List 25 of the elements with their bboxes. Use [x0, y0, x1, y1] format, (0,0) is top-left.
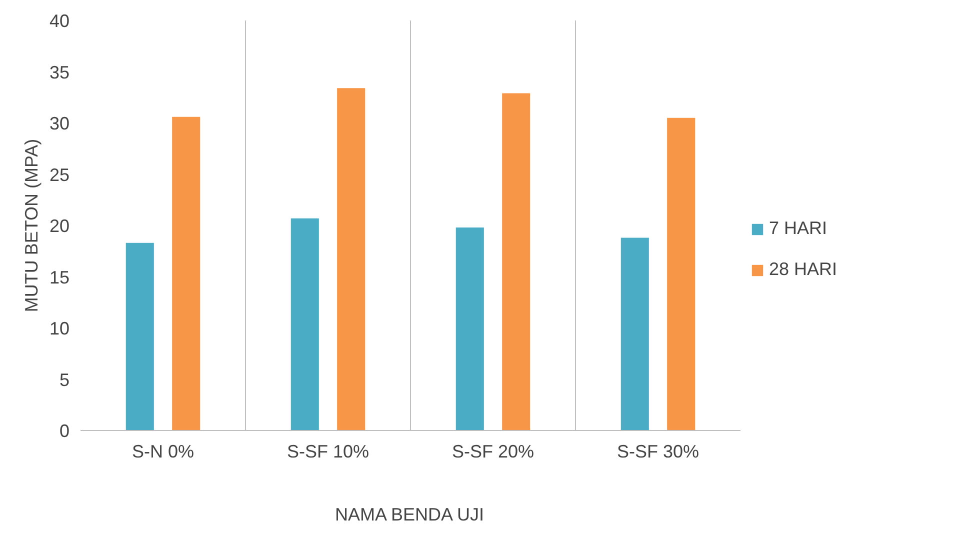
y-tick-label: 25	[49, 164, 70, 185]
bar	[620, 238, 649, 430]
x-axis-title: NAMA BENDA UJI	[334, 504, 484, 524]
y-tick-label: 0	[59, 421, 70, 441]
bar	[337, 88, 366, 430]
x-tick-label: S-SF 20%	[452, 442, 534, 462]
y-tick-label: 20	[49, 216, 70, 236]
y-tick-label: 30	[49, 114, 70, 134]
bar	[172, 116, 200, 430]
bar	[667, 118, 696, 430]
y-tick-label: 5	[59, 370, 70, 390]
y-tick-label: 40	[49, 11, 70, 31]
x-tick-label: S-SF 30%	[616, 442, 700, 462]
bar	[456, 228, 484, 430]
y-tick-label: 10	[49, 318, 70, 338]
x-tick-label: S-N 0%	[132, 442, 194, 462]
bar	[290, 218, 319, 430]
y-axis-title: MUTU BETON (MPA)	[21, 138, 42, 312]
y-tick-label: 35	[49, 62, 70, 82]
legend-label: 28 HARI	[769, 259, 838, 280]
x-tick-label: S-SF 10%	[286, 442, 370, 462]
bar	[126, 242, 154, 430]
bar	[502, 93, 530, 430]
y-tick-label: 15	[49, 267, 70, 288]
legend-label: 7 HARI	[769, 218, 828, 239]
